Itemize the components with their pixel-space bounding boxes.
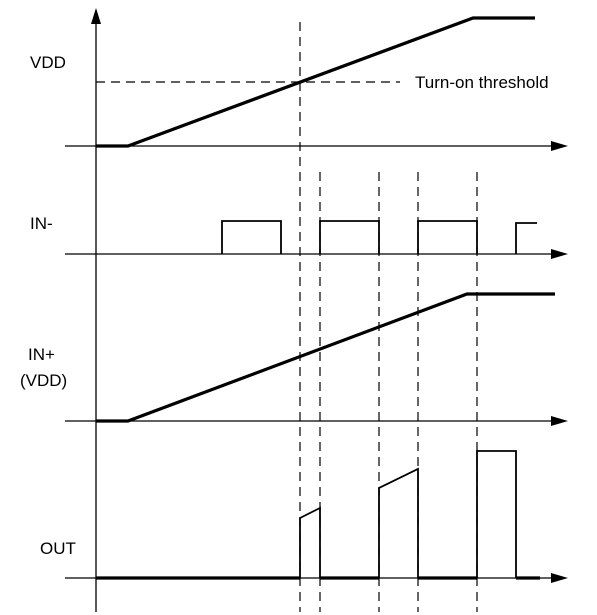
time-markers <box>299 22 478 612</box>
vdd-waveform <box>96 16 535 148</box>
in-plus-label: IN+ <box>28 345 55 364</box>
in-plus-axis-arrow <box>551 416 568 426</box>
out-pulse-3 <box>476 450 517 578</box>
vdd-axis-arrow <box>551 141 568 151</box>
time-axes <box>65 141 568 583</box>
in-plus-waveform <box>96 292 555 423</box>
in-minus-pulse-1 <box>221 220 282 254</box>
in-minus-axis-arrow <box>551 249 568 259</box>
vertical-axis-arrow <box>91 8 101 24</box>
turn-on-threshold-label: Turn-on threshold <box>415 73 549 92</box>
vdd-label: VDD <box>30 53 66 72</box>
out-label: OUT <box>40 539 76 558</box>
in-plus-vdd-label: (VDD) <box>20 371 67 390</box>
in-minus-pulse-4 <box>515 222 537 254</box>
out-pulse-1 <box>299 506 321 578</box>
out-pulse-2 <box>378 467 419 578</box>
in-minus-pulse-3 <box>417 220 478 254</box>
vertical-axis <box>91 8 101 612</box>
in-minus-pulse-2 <box>319 220 380 254</box>
out-axis-arrow <box>551 573 568 583</box>
in-minus-label: IN- <box>30 214 53 233</box>
